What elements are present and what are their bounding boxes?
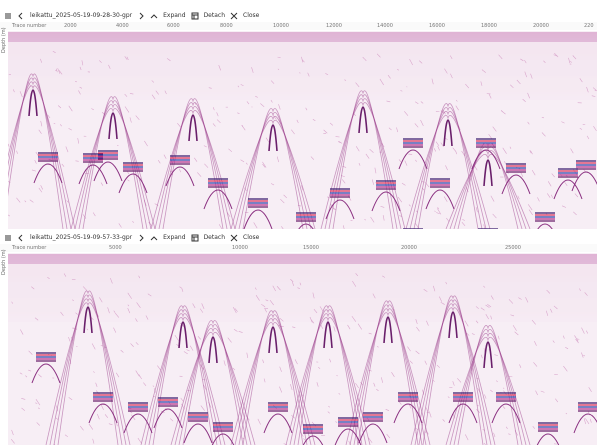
x-tick-label: 12000 [326, 23, 342, 29]
detach-icon[interactable] [191, 12, 199, 20]
close-icon-shape [231, 13, 237, 19]
x-tick-label: 6000 [167, 23, 180, 29]
x-axis: Trace number 2000 4000 6000 8000 10000 12000 14… [0, 22, 597, 30]
y-axis-label: Depth (m) [1, 249, 7, 275]
radargram-panel: leikattu_2025-05-19-09-57-33-gpr Expand De… [0, 231, 597, 446]
x-tick-label: 10000 [232, 245, 248, 251]
radargram [8, 31, 597, 229]
next-button-shape [140, 235, 143, 241]
expand-icon-shape [151, 237, 157, 240]
close-icon[interactable] [230, 234, 238, 242]
menu-icon[interactable] [4, 234, 12, 242]
x-tick-label: 8000 [220, 23, 233, 29]
prev-button-shape [19, 235, 22, 241]
next-button[interactable] [137, 12, 145, 20]
x-axis-label: Trace number [12, 245, 46, 251]
x-tick-label: 14000 [377, 23, 393, 29]
x-tick-label: 15000 [303, 245, 319, 251]
expand-button[interactable]: Expand [163, 12, 185, 19]
prev-button[interactable] [17, 234, 25, 242]
detach-button[interactable]: Detach [204, 12, 225, 19]
close-button[interactable]: Close [243, 12, 259, 19]
x-tick-label: 2000 [64, 23, 77, 29]
file-name[interactable]: leikattu_2025-05-19-09-57-33-gpr [30, 234, 132, 241]
detach-button[interactable]: Detach [204, 234, 225, 241]
x-tick-label: 18000 [481, 23, 497, 29]
radargram-panel: leikattu_2025-05-19-09-28-30-gpr Expand De… [0, 9, 597, 229]
detach-icon[interactable] [191, 234, 199, 242]
detach-icon-shape [192, 13, 198, 19]
close-button[interactable]: Close [243, 234, 259, 241]
x-axis: Trace number 5000 10000 15000 20000 25000 [0, 244, 597, 252]
close-icon[interactable] [230, 12, 238, 20]
expand-icon[interactable] [150, 12, 158, 20]
x-tick-label: 16000 [429, 23, 445, 29]
x-tick-label: 25000 [505, 245, 521, 251]
detach-icon-shape [192, 235, 198, 241]
toolbar: leikattu_2025-05-19-09-57-33-gpr Expand De… [0, 231, 597, 244]
prev-button-shape [19, 13, 22, 19]
menu-icon[interactable] [4, 12, 12, 20]
expand-button[interactable]: Expand [163, 234, 185, 241]
prev-button[interactable] [17, 12, 25, 20]
x-tick-label: 220 [584, 23, 594, 29]
menu-icon-shape [5, 14, 11, 18]
radargram [8, 253, 597, 445]
close-icon-shape [231, 235, 237, 241]
toolbar: leikattu_2025-05-19-09-28-30-gpr Expand De… [0, 9, 597, 22]
y-axis-label: Depth (m) [1, 27, 7, 53]
menu-icon-shape [5, 236, 11, 240]
expand-icon[interactable] [150, 234, 158, 242]
next-button[interactable] [137, 234, 145, 242]
expand-icon-shape [151, 15, 157, 18]
page: leikattu_2025-05-19-09-28-30-gpr Expand De… [0, 0, 597, 446]
file-name[interactable]: leikattu_2025-05-19-09-28-30-gpr [30, 12, 132, 19]
x-tick-label: 5000 [109, 245, 122, 251]
x-tick-label: 20000 [533, 23, 549, 29]
next-button-shape [140, 13, 143, 19]
x-tick-label: 20000 [401, 245, 417, 251]
x-axis-label: Trace number [12, 23, 46, 29]
x-tick-label: 4000 [116, 23, 129, 29]
x-tick-label: 10000 [273, 23, 289, 29]
